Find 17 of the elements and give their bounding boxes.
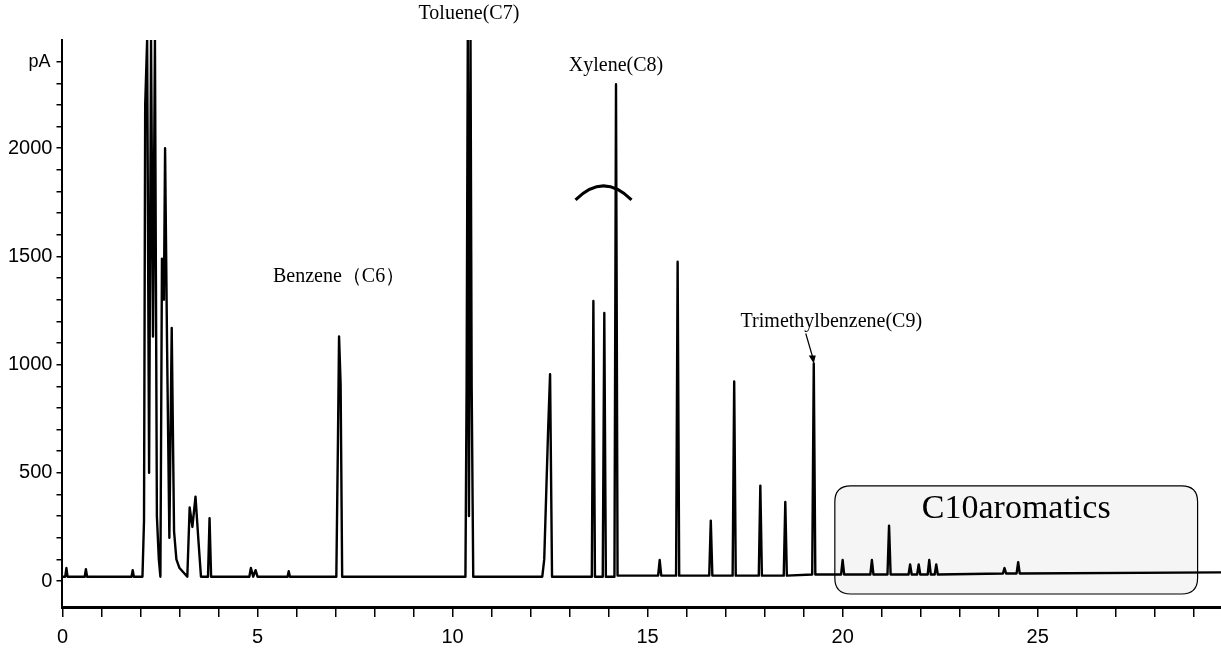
- annotation: Benzene（C6）: [272, 263, 406, 286]
- x-tick-label: 10: [441, 624, 464, 647]
- y-axis-title: pA: [28, 50, 51, 71]
- x-tick-label: 0: [56, 624, 69, 647]
- x-tick-label: 15: [636, 624, 659, 647]
- annotation: Xylene(C8): [568, 53, 664, 77]
- y-tick-label: 500: [19, 460, 53, 483]
- y-tick-label: 2000: [7, 135, 53, 158]
- x-tick-label: 25: [1026, 624, 1049, 647]
- x-tick-label: 5: [251, 624, 264, 647]
- x-tick-label: 20: [831, 624, 854, 647]
- annotation: Trimethylbenzene(C9): [740, 308, 923, 332]
- y-tick-label: 0: [41, 568, 53, 591]
- band-label: C10aromatics: [921, 487, 1111, 525]
- y-tick-label: 1500: [7, 243, 53, 266]
- annotation: Toluene(C7): [418, 1, 520, 25]
- y-tick-label: 1000: [7, 352, 53, 375]
